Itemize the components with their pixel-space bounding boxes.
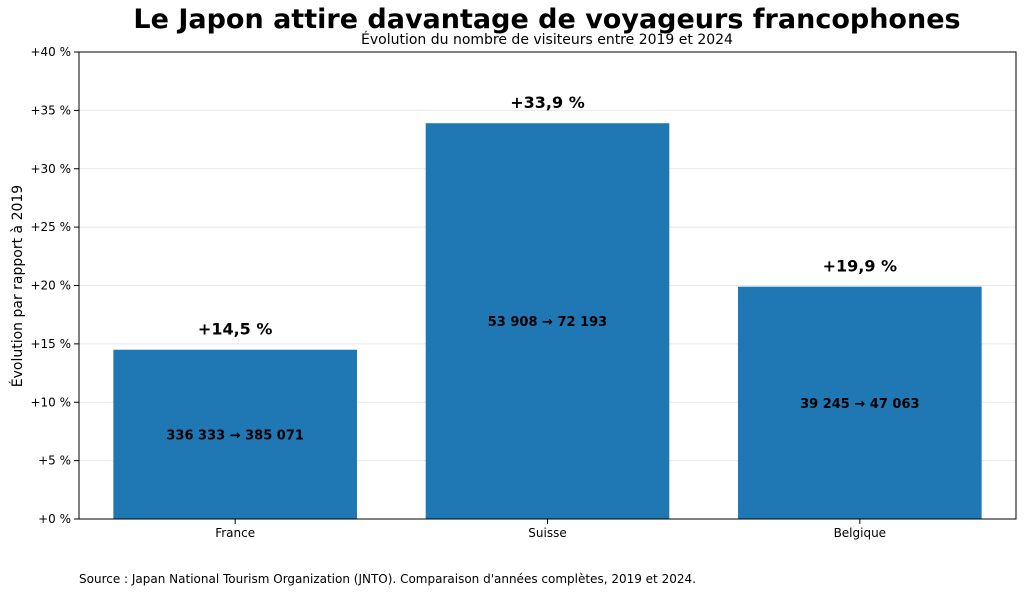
axis-layer: +0 % +5 % +10 % +15 % +20 % +25 % +30 % +35 % +4… <box>30 45 886 540</box>
source-note: Source : Japan National Tourism Organiza… <box>79 572 696 586</box>
data-label: +33,9 % <box>510 93 584 112</box>
y-tick-label: +35 % <box>30 103 71 117</box>
y-axis-label: Évolution par rapport à 2019 <box>9 185 26 387</box>
y-tick-label: +10 % <box>30 395 71 409</box>
bar <box>425 123 670 519</box>
bar-inner-label: 39 245 → 47 063 <box>800 397 919 412</box>
y-tick-label: +5 % <box>38 454 71 468</box>
bar-inner-label: 53 908 → 72 193 <box>488 315 607 330</box>
chart-subtitle: Évolution du nombre de visiteurs entre 2… <box>361 32 733 48</box>
bar-layer <box>113 123 982 519</box>
y-tick-label: +0 % <box>38 512 71 526</box>
label-layer: +14,5 % 336 333 → 385 071 +33,9 % 53 908 → … <box>166 93 919 443</box>
y-tick-label: +15 % <box>30 337 71 351</box>
bar-inner-label: 336 333 → 385 071 <box>166 428 304 443</box>
bar <box>113 349 357 519</box>
y-tick-label: +40 % <box>30 45 71 59</box>
data-label: +14,5 % <box>198 320 272 339</box>
bar <box>738 286 982 519</box>
y-tick-label: +30 % <box>30 162 71 176</box>
y-tick-label: +20 % <box>30 279 71 293</box>
chart-title: Le Japon attire davantage de voyageurs f… <box>133 4 961 35</box>
x-tick-label: Suisse <box>528 526 566 540</box>
data-label: +19,9 % <box>823 257 897 276</box>
x-tick-label: Belgique <box>834 526 887 540</box>
x-tick-label: France <box>215 526 255 540</box>
y-tick-label: +25 % <box>30 220 71 234</box>
